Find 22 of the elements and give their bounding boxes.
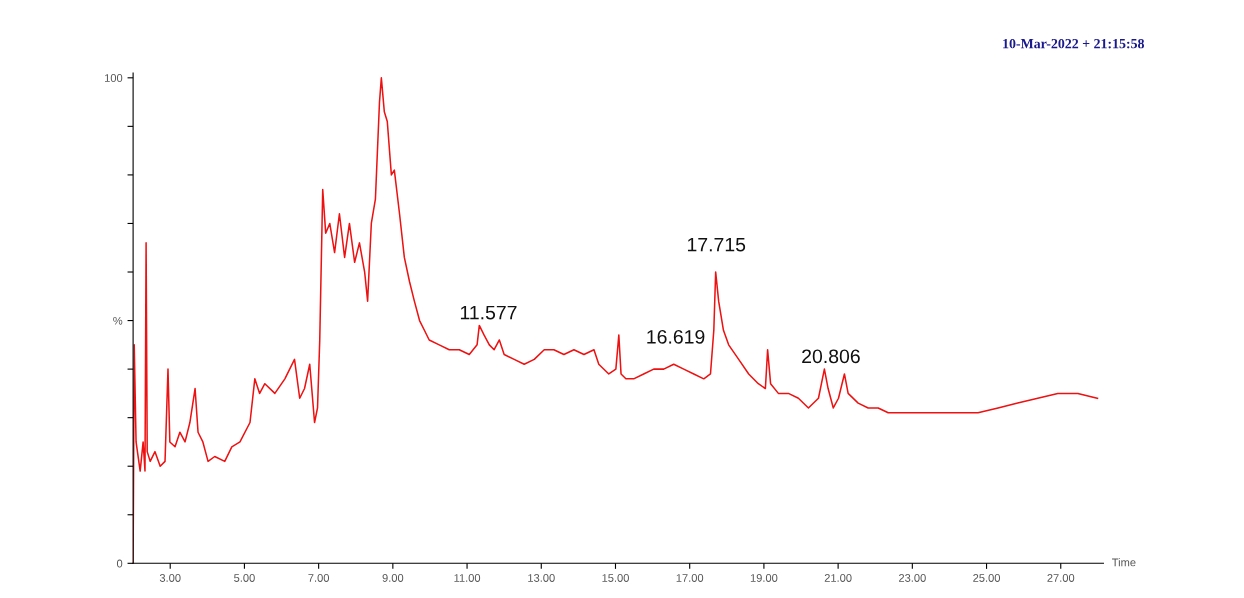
x-tick-label: 7.00 [308, 574, 330, 582]
x-axis-title: Time [1112, 558, 1136, 567]
x-tick-label: 15.00 [602, 574, 629, 582]
x-tick-label: 27.00 [1047, 574, 1075, 582]
x-tick-label: 19.00 [750, 574, 778, 582]
annotation: 17.715 [687, 237, 746, 252]
annotation: 20.806 [802, 349, 860, 364]
x-tick-label: 17.00 [676, 574, 704, 582]
annotation: 16.619 [647, 329, 705, 344]
x-tick-label: 11.00 [454, 574, 481, 582]
x-tick-label: 21.00 [824, 574, 852, 582]
x-tick-label: 9.00 [382, 574, 404, 582]
y-tick-label: 100 [105, 74, 123, 82]
x-tick-label: 23.00 [898, 574, 926, 582]
x-tick-label: 5.00 [234, 574, 255, 582]
annotation: 11.577 [460, 305, 517, 320]
x-tick-label: 3.00 [159, 574, 181, 582]
text: 10-Mar-2022 + 21:15:58 [1003, 38, 1145, 49]
y-tick-label: % [113, 316, 123, 325]
y-tick-label: 0 [116, 559, 123, 568]
x-tick-label: 25.00 [973, 574, 1001, 582]
x-tick-label: 13.00 [528, 574, 555, 582]
